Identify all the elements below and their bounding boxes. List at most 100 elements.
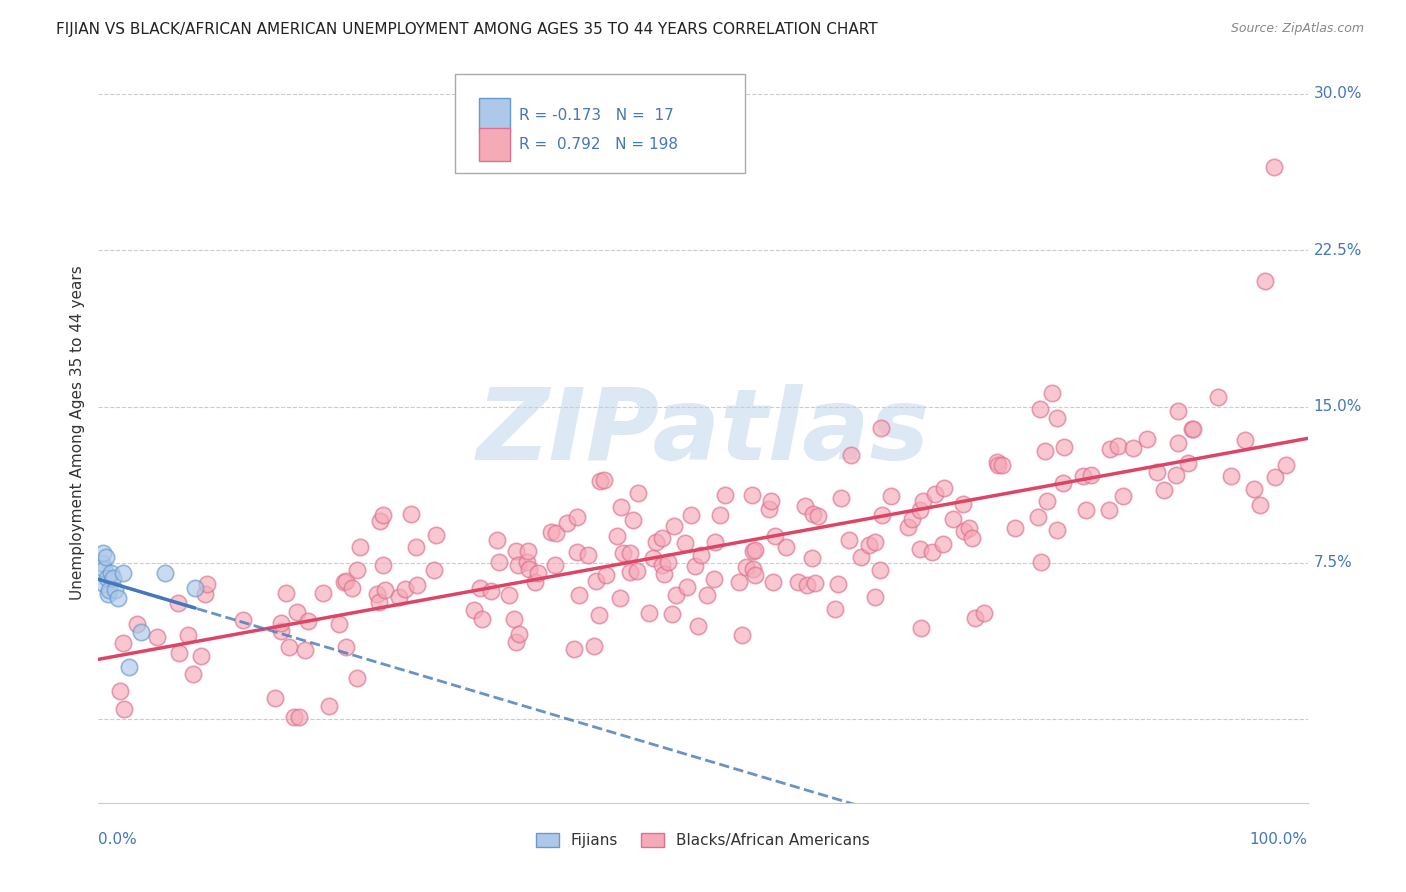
Legend: Fijians, Blacks/African Americans: Fijians, Blacks/African Americans [530,827,876,855]
Blacks/African Americans [910,542,932,557]
Blacks/African Americans [555,516,578,530]
Fijians [100,566,122,581]
Blacks/African Americans [610,500,633,514]
Blacks/African Americans [1098,442,1121,456]
Blacks/African Americans [540,524,562,539]
Blacks/African Americans [270,616,292,631]
Blacks/African Americans [910,621,932,635]
Fijians [107,591,129,606]
Blacks/African Americans [800,550,823,565]
Blacks/African Americans [394,582,416,596]
Blacks/African Americans [960,531,983,545]
Blacks/African Americans [1122,442,1144,456]
Blacks/African Americans [423,562,446,576]
Blacks/African Americans [1167,436,1189,450]
Blacks/African Americans [485,533,508,547]
Blacks/African Americans [709,508,731,522]
Blacks/African Americans [662,519,685,533]
Blacks/African Americans [991,458,1014,472]
Blacks/African Americans [470,581,492,595]
Blacks/African Americans [527,566,550,580]
Blacks/African Americans [589,474,612,488]
Fijians [104,583,127,598]
Blacks/African Americans [463,603,485,617]
Blacks/African Americans [921,545,943,559]
Text: R = -0.173   N =  17: R = -0.173 N = 17 [519,108,673,122]
Blacks/African Americans [838,533,860,547]
Blacks/African Americans [952,497,974,511]
FancyBboxPatch shape [456,73,745,173]
Blacks/African Americans [1029,555,1052,569]
Blacks/African Americans [488,555,510,569]
Blacks/African Americans [1080,468,1102,483]
Blacks/African Americans [804,575,827,590]
Blacks/African Americans [346,563,368,577]
Fijians [118,660,141,674]
Blacks/African Americans [335,574,357,589]
Blacks/African Americans [406,578,429,592]
Blacks/African Americans [340,581,363,595]
Blacks/African Americans [762,574,785,589]
Blacks/African Americans [1264,470,1286,484]
Blacks/African Americans [912,493,935,508]
Blacks/African Americans [824,602,846,616]
Blacks/African Americans [588,607,610,622]
Blacks/African Americans [593,473,616,487]
Blacks/African Americans [973,607,995,621]
Blacks/African Americans [870,508,893,522]
Blacks/African Americans [651,558,673,572]
Y-axis label: Unemployment Among Ages 35 to 44 years: Unemployment Among Ages 35 to 44 years [69,265,84,600]
Blacks/African Americans [606,529,628,543]
Blacks/African Americans [1177,456,1199,470]
Blacks/African Americans [112,702,135,716]
Blacks/African Americans [744,543,766,558]
Blacks/African Americans [576,549,599,563]
Blacks/African Americans [621,513,644,527]
Blacks/African Americans [869,563,891,577]
Blacks/African Americans [654,567,676,582]
Blacks/African Americans [841,448,863,462]
Blacks/African Americans [524,574,547,589]
Blacks/African Americans [568,588,591,602]
Blacks/African Americans [371,508,394,522]
Blacks/African Americans [232,613,254,627]
Blacks/African Americans [508,558,530,572]
Blacks/African Americans [664,588,686,602]
Blacks/African Americans [638,606,661,620]
Blacks/African Americans [703,572,725,586]
Fijians [94,549,117,564]
Blacks/African Americans [759,494,782,508]
Blacks/African Americans [643,551,665,566]
Blacks/African Americans [498,588,520,602]
Blacks/African Americans [870,420,893,434]
Blacks/African Americans [657,555,679,569]
Blacks/African Americans [942,512,965,526]
Blacks/African Americans [714,488,737,502]
Blacks/African Americans [276,586,298,600]
Blacks/African Americans [287,710,309,724]
Blacks/African Americans [796,578,818,592]
Blacks/African Americans [957,521,980,535]
Blacks/African Americans [645,535,668,549]
Blacks/African Americans [1275,458,1298,473]
Blacks/African Americans [374,583,396,598]
Blacks/African Americans [931,537,953,551]
Blacks/African Americans [328,616,350,631]
Fijians [91,556,114,570]
Blacks/African Americans [565,544,588,558]
Blacks/African Americans [1263,160,1285,174]
Blacks/African Americans [1052,476,1074,491]
Blacks/African Americans [1046,523,1069,537]
Blacks/African Americans [544,558,567,573]
Blacks/African Americans [924,487,946,501]
Blacks/African Americans [690,548,713,562]
Blacks/African Americans [794,500,817,514]
Blacks/African Americans [366,587,388,601]
Blacks/African Americans [651,531,673,545]
Fijians [96,570,118,584]
Blacks/African Americans [183,666,205,681]
Blacks/African Americans [661,607,683,621]
Blacks/African Americans [627,485,650,500]
Blacks/African Americans [932,481,955,495]
Blacks/African Americans [1071,469,1094,483]
